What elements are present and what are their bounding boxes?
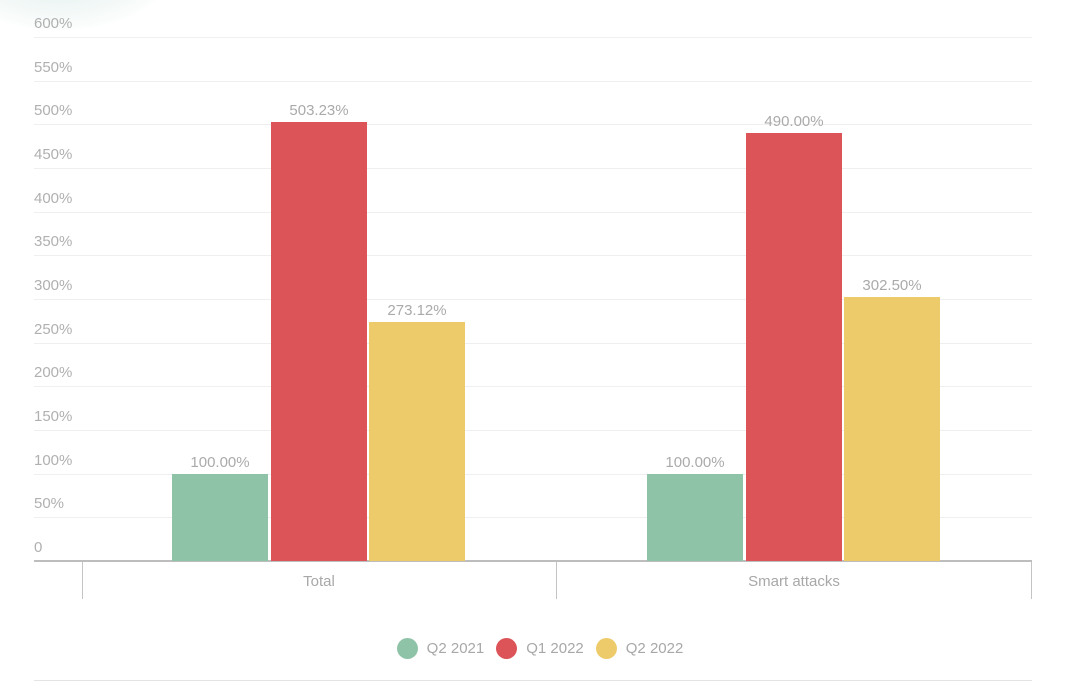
x-axis-tick bbox=[82, 562, 83, 599]
y-axis-tick-label: 550% bbox=[34, 59, 73, 76]
bar-smart-attacks-q2-2021[interactable] bbox=[647, 474, 743, 561]
legend-label: Q2 2021 bbox=[426, 640, 485, 657]
legend-label: Q1 2022 bbox=[526, 640, 584, 657]
y-axis-tick-label: 50% bbox=[34, 495, 65, 512]
y-axis-tick-label: 500% bbox=[34, 102, 73, 119]
gridline bbox=[34, 386, 1032, 387]
bar-smart-attacks-q1-2022[interactable] bbox=[746, 133, 842, 561]
gridline bbox=[34, 212, 1032, 213]
bar-value-label: 503.23% bbox=[289, 102, 349, 119]
y-axis-tick-label: 250% bbox=[34, 321, 73, 338]
legend-dot-icon bbox=[496, 638, 518, 659]
y-axis-tick-label: 400% bbox=[34, 190, 73, 207]
gridline bbox=[34, 343, 1032, 344]
y-axis-tick-label: 100% bbox=[34, 452, 73, 469]
gridline bbox=[34, 517, 1032, 518]
legend-item-q1-2022[interactable]: Q1 2022 bbox=[496, 638, 584, 659]
bar-value-label: 273.12% bbox=[387, 302, 447, 319]
gridline bbox=[34, 37, 1032, 38]
gridline bbox=[34, 124, 1032, 125]
y-axis-tick-label: 350% bbox=[34, 233, 73, 250]
gridline bbox=[34, 168, 1032, 169]
x-axis-tick bbox=[1031, 562, 1032, 599]
gridline bbox=[34, 255, 1032, 256]
y-axis-tick-label: 300% bbox=[34, 277, 73, 294]
bar-smart-attacks-q2-2022[interactable] bbox=[844, 297, 940, 561]
legend-item-q2-2022[interactable]: Q2 2022 bbox=[595, 638, 684, 659]
y-axis-tick-label: 0 bbox=[34, 539, 43, 556]
bar-total-q2-2021[interactable] bbox=[172, 474, 268, 561]
bar-value-label: 302.50% bbox=[862, 277, 922, 294]
bottom-divider bbox=[34, 680, 1032, 681]
y-axis-tick-label: 200% bbox=[34, 364, 73, 381]
gridline bbox=[34, 430, 1032, 431]
y-axis-tick-label: 150% bbox=[34, 408, 73, 425]
bar-total-q2-2022[interactable] bbox=[369, 322, 465, 561]
y-axis-tick-label: 450% bbox=[34, 146, 73, 163]
bar-value-label: 100.00% bbox=[190, 454, 250, 471]
gridline bbox=[34, 81, 1032, 82]
legend-dot-icon bbox=[396, 638, 418, 659]
category-label-smart-attacks: Smart attacks bbox=[748, 573, 840, 590]
bar-value-label: 100.00% bbox=[665, 454, 725, 471]
legend: Q2 2021 Q1 2022 Q2 2022 bbox=[0, 638, 1080, 659]
legend-label: Q2 2022 bbox=[625, 640, 684, 657]
category-label-total: Total bbox=[303, 573, 335, 590]
gridline bbox=[34, 474, 1032, 475]
bar-total-q1-2022[interactable] bbox=[271, 122, 367, 561]
x-axis-tick bbox=[556, 562, 557, 599]
bar-value-label: 490.00% bbox=[764, 113, 824, 130]
legend-dot-icon bbox=[595, 638, 617, 659]
gridline bbox=[34, 299, 1032, 300]
x-axis-line bbox=[34, 560, 1032, 562]
y-axis-tick-label: 600% bbox=[34, 15, 73, 32]
legend-item-q2-2021[interactable]: Q2 2021 bbox=[396, 638, 485, 659]
